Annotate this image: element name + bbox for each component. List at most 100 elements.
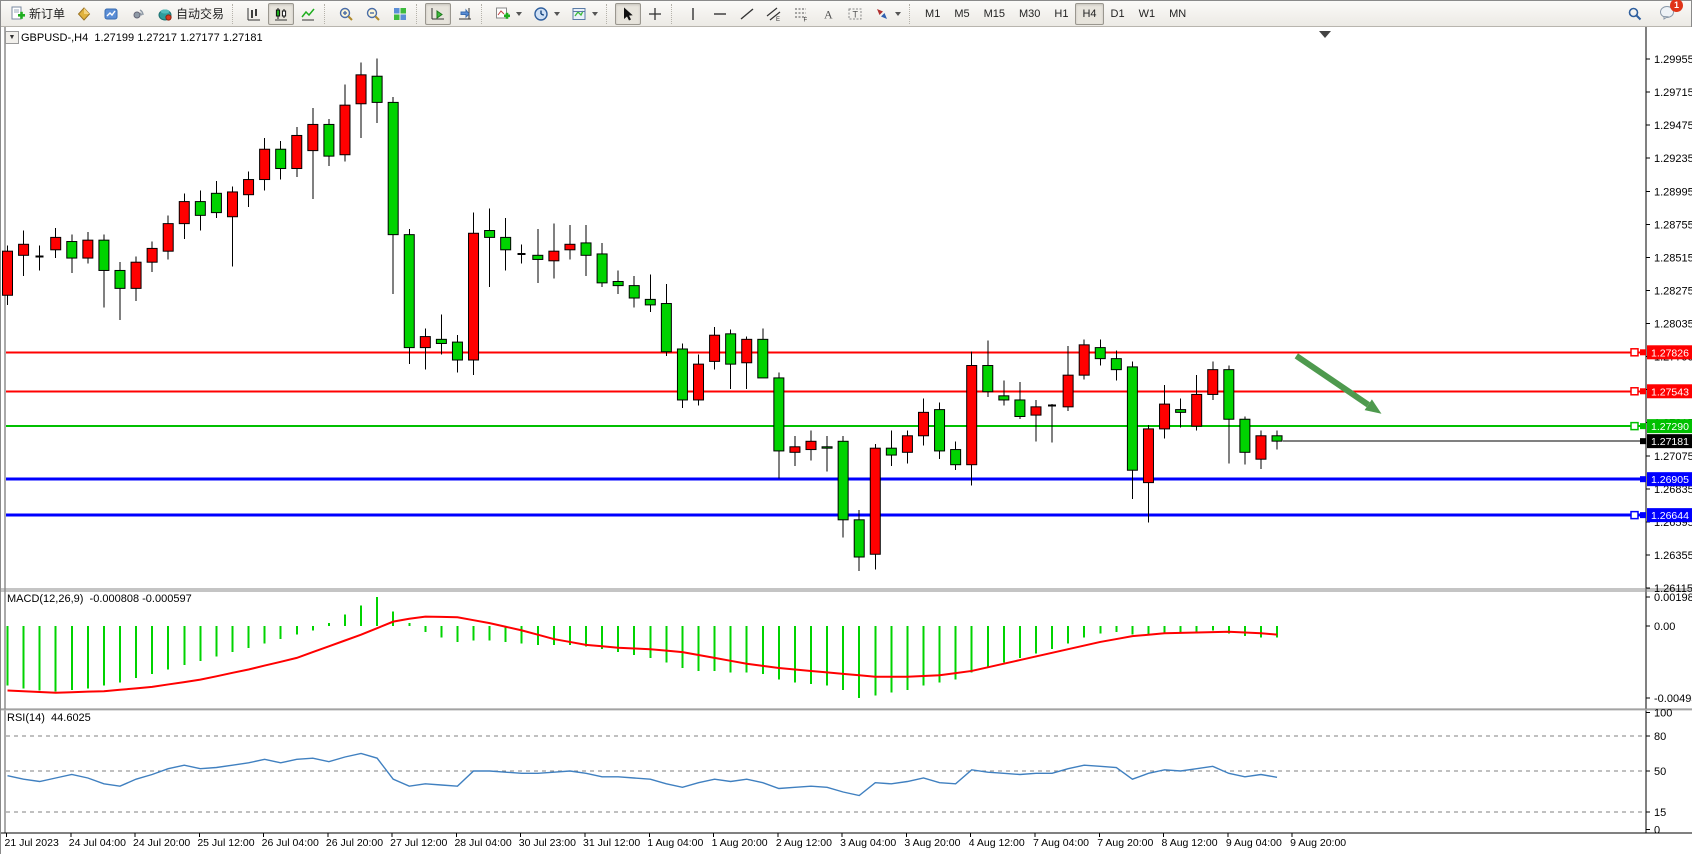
candlestick-chart-button[interactable] xyxy=(268,2,295,25)
price-tag xyxy=(1647,419,1692,434)
candle-body xyxy=(805,440,817,451)
candle-body xyxy=(950,449,962,466)
tile-windows-button[interactable] xyxy=(387,3,413,25)
rsi-indicator-label: RSI(14) 44.6025 xyxy=(7,712,91,724)
candle-body xyxy=(789,446,801,453)
zoom-out-button[interactable] xyxy=(360,3,386,25)
one-click-trading-toggle[interactable]: ▼ xyxy=(5,31,19,44)
candle-body xyxy=(596,253,608,284)
candle-body xyxy=(323,123,335,157)
charts-button[interactable] xyxy=(98,3,124,25)
time-tick-label: 2 Aug 12:00 xyxy=(775,837,832,849)
search-button[interactable] xyxy=(1622,3,1648,25)
new-order-button[interactable]: 新订单 xyxy=(5,3,70,25)
candle-body xyxy=(371,75,383,103)
toolbar: 新订单 自动交易 xyxy=(1,0,1691,27)
price-tick-label: 1.29715 xyxy=(1654,87,1692,99)
arrows-icon xyxy=(877,8,888,19)
trendline-icon xyxy=(740,7,754,20)
new-order-icon xyxy=(11,6,25,19)
symbol-label: GBPUSD-,H4 1.27199 1.27217 1.27177 1.271… xyxy=(21,32,263,44)
chart-shift-icon xyxy=(459,7,472,19)
candle-body xyxy=(66,241,78,259)
separator xyxy=(909,3,915,24)
chart-shift-marker[interactable] xyxy=(1319,31,1331,38)
trend-arrow-annotation[interactable] xyxy=(1294,353,1370,408)
candle-body xyxy=(130,261,142,289)
chart-shift-button[interactable] xyxy=(452,3,478,25)
crosshair-button[interactable] xyxy=(642,3,668,25)
timeframe-H4[interactable]: H4 xyxy=(1075,2,1104,25)
timeframe-M30[interactable]: M30 xyxy=(1019,7,1041,20)
candle-body xyxy=(451,341,463,361)
separator xyxy=(481,3,487,24)
arrows-button[interactable] xyxy=(869,3,906,25)
arrows-dropdown-caret xyxy=(895,11,902,16)
autotrading-button[interactable]: 自动交易 xyxy=(152,3,229,25)
timeframe-MN[interactable]: MN xyxy=(1169,7,1187,20)
candle-body xyxy=(243,179,255,196)
line-drag-handle[interactable] xyxy=(1630,387,1639,396)
candle-body xyxy=(500,236,512,251)
periods-icon xyxy=(534,6,548,21)
separator xyxy=(324,3,330,24)
bar-chart-icon xyxy=(247,7,261,20)
timeframe-M1[interactable]: M1 xyxy=(925,7,941,20)
chart-canvas[interactable]: 1.29955 1.29715 1.29475 1.29235 1.28995 1.287… xyxy=(1,27,1692,854)
trendline-button[interactable] xyxy=(734,3,760,25)
zoom-in-button[interactable] xyxy=(333,3,359,25)
notifications-button[interactable]: 1 xyxy=(1654,0,1683,25)
candle-body xyxy=(339,104,351,156)
templates-button[interactable] xyxy=(566,3,603,25)
text-icon: A xyxy=(824,7,833,21)
symbol-ohlc: 1.27199 1.27217 1.27177 1.27181 xyxy=(94,32,263,44)
text-button[interactable]: A xyxy=(815,3,841,25)
timeframe-D1[interactable]: D1 xyxy=(1110,7,1125,20)
candle-body xyxy=(532,254,544,260)
timeframe-M5[interactable]: M5 xyxy=(954,7,970,20)
rsi-axis-label: 100 xyxy=(1654,708,1672,720)
separator xyxy=(416,3,422,24)
autoscroll-button[interactable] xyxy=(425,2,452,25)
line-drag-handle[interactable] xyxy=(1630,348,1639,357)
candle-body xyxy=(291,134,303,170)
candle-body xyxy=(2,250,13,296)
line-drag-handle[interactable] xyxy=(1630,510,1639,520)
separator xyxy=(671,3,677,24)
candle-body xyxy=(773,377,785,452)
signals-button[interactable] xyxy=(125,3,151,25)
svg-text:T: T xyxy=(853,9,859,19)
separator xyxy=(606,3,612,24)
line-chart-button[interactable] xyxy=(295,3,321,25)
text-label-button[interactable]: T xyxy=(842,3,868,25)
candle-body xyxy=(275,148,287,170)
indicators-button[interactable] xyxy=(490,3,527,25)
time-tick-label: 9 Aug 20:00 xyxy=(1290,837,1347,849)
candle-body xyxy=(757,338,769,379)
candle-body xyxy=(1191,393,1203,427)
timeframe-M15[interactable]: M15 xyxy=(983,7,1005,20)
price-tag xyxy=(1647,434,1692,449)
price-tick-label: 1.26355 xyxy=(1654,550,1692,562)
market-button[interactable] xyxy=(71,3,97,25)
time-tick-label: 28 Jul 04:00 xyxy=(454,837,512,849)
fibonacci-button[interactable]: F xyxy=(788,3,814,25)
line-drag-handle[interactable] xyxy=(1630,421,1639,431)
time-axis[interactable]: 21 Jul 2023 24 Jul 04:00 24 Jul 20:00 25 Ju… xyxy=(1,837,1646,853)
candle-body xyxy=(853,519,865,558)
candle-body xyxy=(484,230,496,238)
vertical-line-button[interactable] xyxy=(680,3,706,25)
price-tag-pointer xyxy=(1640,512,1646,519)
macd-axis-label: 0.001988 xyxy=(1654,592,1692,604)
equidistant-channel-button[interactable]: E xyxy=(761,3,787,25)
cursor-button[interactable] xyxy=(615,2,642,25)
candle-body xyxy=(1014,399,1026,417)
candle-body xyxy=(419,336,431,349)
horizontal-line-button[interactable] xyxy=(707,3,733,25)
timeframe-W1[interactable]: W1 xyxy=(1138,7,1156,20)
timeframe-H1[interactable]: H1 xyxy=(1054,7,1069,20)
bar-chart-button[interactable] xyxy=(241,3,267,25)
candle-body xyxy=(709,334,721,362)
periods-button[interactable] xyxy=(528,3,565,25)
time-tick-label: 24 Jul 20:00 xyxy=(133,837,191,849)
